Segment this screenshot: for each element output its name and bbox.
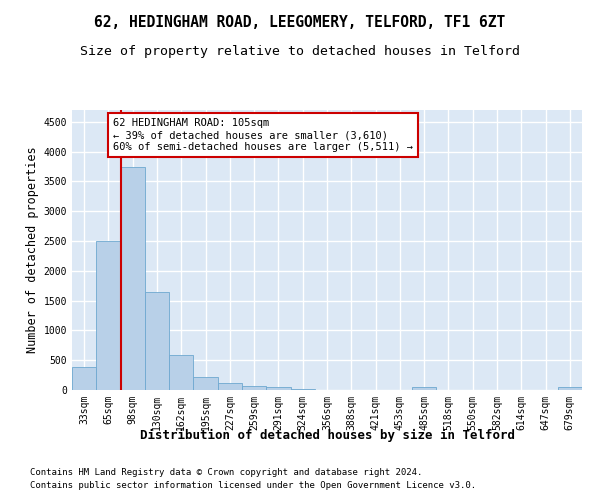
Y-axis label: Number of detached properties: Number of detached properties bbox=[26, 146, 40, 354]
Bar bbox=[266, 387, 290, 390]
Bar bbox=[412, 387, 436, 390]
Bar bbox=[218, 384, 242, 390]
Bar bbox=[72, 367, 96, 390]
Bar bbox=[242, 386, 266, 390]
Bar bbox=[290, 389, 315, 390]
Bar bbox=[558, 387, 582, 390]
Text: Contains HM Land Registry data © Crown copyright and database right 2024.: Contains HM Land Registry data © Crown c… bbox=[30, 468, 422, 477]
Bar bbox=[193, 377, 218, 390]
Text: 62 HEDINGHAM ROAD: 105sqm
← 39% of detached houses are smaller (3,610)
60% of se: 62 HEDINGHAM ROAD: 105sqm ← 39% of detac… bbox=[113, 118, 413, 152]
Bar bbox=[169, 355, 193, 390]
Text: Size of property relative to detached houses in Telford: Size of property relative to detached ho… bbox=[80, 45, 520, 58]
Bar bbox=[96, 241, 121, 390]
Text: Distribution of detached houses by size in Telford: Distribution of detached houses by size … bbox=[139, 428, 515, 442]
Text: Contains public sector information licensed under the Open Government Licence v3: Contains public sector information licen… bbox=[30, 482, 476, 490]
Text: 62, HEDINGHAM ROAD, LEEGOMERY, TELFORD, TF1 6ZT: 62, HEDINGHAM ROAD, LEEGOMERY, TELFORD, … bbox=[94, 15, 506, 30]
Bar bbox=[121, 166, 145, 390]
Bar bbox=[145, 292, 169, 390]
